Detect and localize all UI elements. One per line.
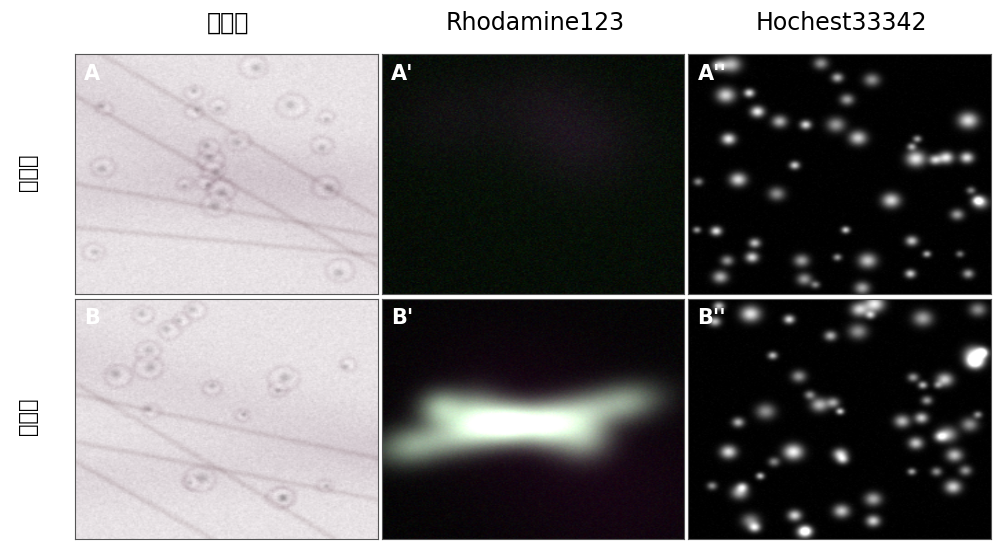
Text: 明视野: 明视野 bbox=[207, 11, 250, 35]
Text: B'': B'' bbox=[697, 308, 726, 328]
Text: B: B bbox=[84, 308, 100, 328]
Text: A'': A'' bbox=[697, 63, 726, 84]
Text: Rhodamine123: Rhodamine123 bbox=[445, 11, 625, 35]
Text: B': B' bbox=[391, 308, 413, 328]
Text: A': A' bbox=[391, 63, 413, 84]
Text: 实验组: 实验组 bbox=[18, 398, 38, 436]
Text: A: A bbox=[84, 63, 100, 84]
Text: 对照组: 对照组 bbox=[18, 153, 38, 191]
Text: Hochest33342: Hochest33342 bbox=[756, 11, 927, 35]
